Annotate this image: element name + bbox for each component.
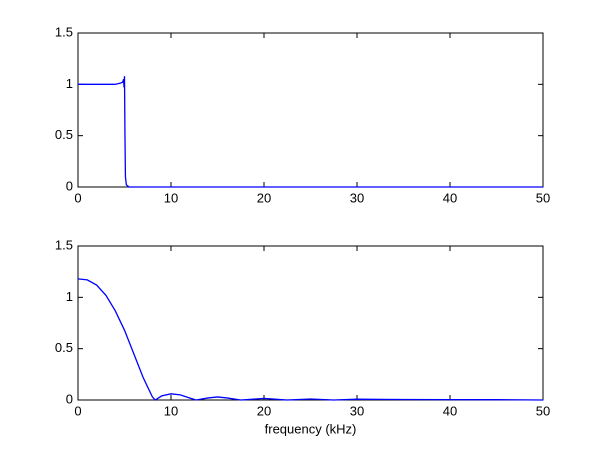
axes-box xyxy=(77,245,544,401)
x-tick-label: 40 xyxy=(443,403,457,418)
y-tick-label: 1.5 xyxy=(55,24,73,39)
y-tick-label: 1 xyxy=(66,289,73,304)
x-tick-label: 10 xyxy=(164,403,178,418)
x-tick-label: 50 xyxy=(536,403,550,418)
y-tick-label: 0.5 xyxy=(55,340,73,355)
x-tick-label: 40 xyxy=(443,190,457,205)
x-axis-label: frequency (kHz) xyxy=(265,421,357,436)
x-tick-label: 30 xyxy=(350,190,364,205)
y-tick-label: 1.5 xyxy=(55,237,73,252)
x-tick-label: 30 xyxy=(350,403,364,418)
x-tick-label: 0 xyxy=(74,190,81,205)
y-tick-label: 0.5 xyxy=(55,127,73,142)
x-tick-label: 20 xyxy=(257,190,271,205)
y-tick-label: 1 xyxy=(66,76,73,91)
data-line xyxy=(78,76,543,188)
x-tick-label: 50 xyxy=(536,190,550,205)
y-tick-label: 0 xyxy=(66,391,73,406)
x-tick-label: 10 xyxy=(164,190,178,205)
x-tick-label: 0 xyxy=(74,403,81,418)
x-tick-label: 20 xyxy=(257,403,271,418)
data-line xyxy=(77,278,544,401)
axes-box xyxy=(77,32,544,188)
y-tick-label: 0 xyxy=(66,178,73,193)
